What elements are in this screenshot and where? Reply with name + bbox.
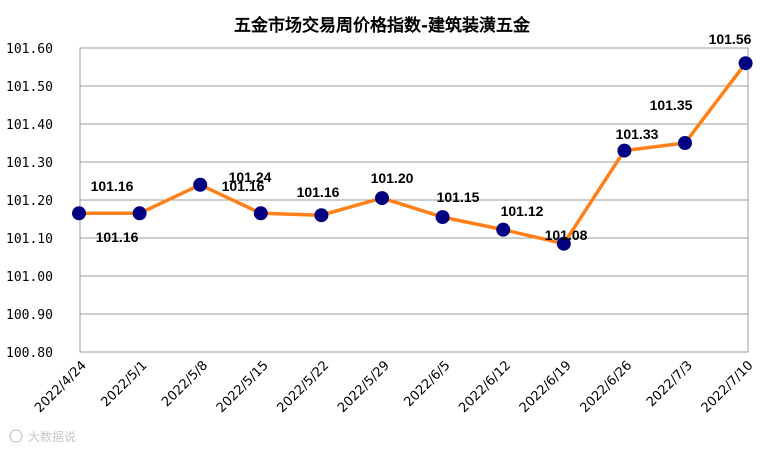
data-label: 101.16: [222, 178, 265, 194]
markers: [72, 56, 753, 251]
data-point: [496, 222, 511, 237]
data-label: 101.56: [709, 31, 752, 47]
data-point: [253, 206, 268, 221]
data-point: [435, 210, 450, 225]
x-axis: 2022/4/24 2022/5/1 2022/5/8 2022/5/15 2022/5…: [32, 358, 756, 416]
data-point: [678, 136, 692, 150]
data-label: 101.16: [91, 178, 134, 194]
y-tick-label: 101.20: [6, 194, 53, 209]
x-tick-label: 2022/5/1: [99, 358, 151, 410]
data-point: [556, 236, 571, 251]
y-tick-label: 101.30: [6, 156, 53, 171]
data-label: 101.24: [229, 169, 272, 185]
data-point: [72, 206, 86, 221]
series-polyline: [79, 62, 747, 246]
y-tick-label: 101.10: [6, 232, 53, 247]
chart-title: 五金市场交易周价格指数-建筑装潢五金: [234, 15, 531, 36]
y-tick-label: 100.80: [6, 346, 53, 361]
y-tick-label: 101.00: [6, 270, 53, 285]
data-label: 101.15: [437, 189, 480, 205]
watermark-text: 大数据说: [28, 429, 76, 444]
watermark-icon: [9, 429, 23, 443]
series-line: [79, 62, 747, 246]
x-tick-label: 2022/6/26: [577, 358, 635, 416]
data-label: 101.16: [297, 184, 340, 200]
gridlines: [80, 85, 748, 315]
watermark: 大数据说: [9, 429, 76, 444]
y-tick-label: 101.50: [6, 80, 53, 95]
data-point: [314, 208, 329, 223]
data-label: 101.35: [650, 97, 693, 113]
x-tick-label: 2022/6/5: [402, 358, 454, 410]
x-tick-label: 2022/5/8: [159, 358, 211, 410]
x-tick-label: 2022/7/3: [644, 358, 696, 410]
x-tick-label: 2022/6/12: [456, 358, 514, 416]
data-label: 101.33: [616, 126, 659, 142]
data-label: 101.12: [501, 203, 544, 219]
data-point: [738, 56, 753, 71]
data-point: [132, 206, 147, 221]
data-label: 101.16: [96, 229, 139, 245]
x-tick-label: 2022/6/19: [517, 358, 575, 416]
y-axis: 100.80 100.90 101.00 101.10 101.20 101.30 101.…: [6, 42, 53, 361]
data-point: [193, 177, 208, 192]
x-tick-label: 2022/5/22: [274, 358, 332, 416]
data-point: [617, 143, 632, 158]
data-label: 101.20: [371, 170, 414, 186]
y-tick-label: 101.60: [6, 42, 53, 57]
y-tick-label: 100.90: [6, 308, 53, 323]
x-tick-label: 2022/7/10: [699, 358, 757, 416]
x-tick-label: 2022/4/24: [32, 358, 90, 416]
data-point: [375, 191, 389, 206]
x-tick-label: 2022/5/15: [214, 358, 272, 416]
x-tick-label: 2022/5/29: [335, 358, 393, 416]
y-tick-label: 101.40: [6, 118, 53, 133]
data-label: 101.08: [545, 227, 588, 243]
